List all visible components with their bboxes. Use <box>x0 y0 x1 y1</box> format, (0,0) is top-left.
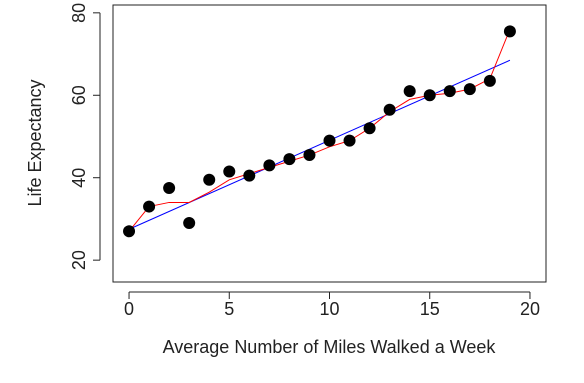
point <box>203 173 216 186</box>
y-tick-label: 60 <box>69 85 89 105</box>
point <box>383 103 396 116</box>
point <box>123 225 136 238</box>
point <box>283 153 296 166</box>
point <box>143 200 156 213</box>
x-tick-label: 15 <box>420 299 440 319</box>
y-tick-label: 40 <box>69 168 89 188</box>
x-tick-label: 20 <box>520 299 540 319</box>
y-axis-title: Life Expectancy <box>25 79 45 206</box>
point <box>263 159 276 172</box>
point <box>303 149 316 162</box>
point <box>443 85 456 98</box>
x-tick-label: 0 <box>124 299 134 319</box>
point <box>423 89 436 102</box>
y-tick-label: 80 <box>69 3 89 23</box>
point <box>483 74 496 87</box>
trend-line <box>128 59 511 230</box>
point <box>223 165 236 178</box>
point <box>323 134 336 147</box>
point <box>343 134 356 147</box>
point <box>163 182 176 195</box>
point <box>463 83 476 96</box>
plot-box <box>112 4 547 283</box>
point <box>243 169 256 182</box>
x-axis-title: Average Number of Miles Walked a Week <box>163 337 497 357</box>
point <box>363 122 376 135</box>
point <box>403 85 416 98</box>
y-tick-label: 20 <box>69 250 89 270</box>
point <box>183 217 196 230</box>
x-tick-label: 10 <box>319 299 339 319</box>
x-tick-label: 5 <box>224 299 234 319</box>
trend-line <box>128 29 511 232</box>
point <box>503 25 516 38</box>
